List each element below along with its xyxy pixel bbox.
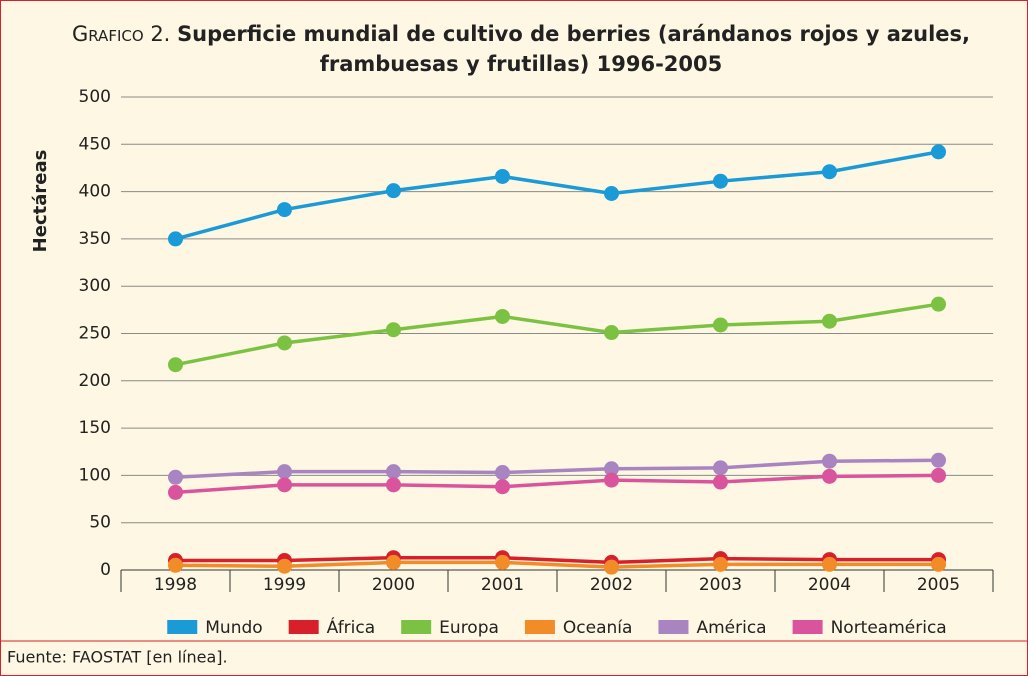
series-line: [175, 560, 939, 569]
x-tick-label: 2000: [372, 575, 415, 595]
data-point: [604, 325, 619, 341]
series-line: [175, 473, 939, 495]
y-tick-label: 150: [79, 418, 111, 438]
y-tick-label: 100: [79, 465, 111, 485]
legend-label: Oceanía: [563, 618, 633, 638]
data-point: [168, 231, 183, 247]
legend-swatch: [792, 620, 823, 634]
data-point: [931, 452, 946, 468]
title-text: Superficie mundial de cultivo de berries…: [177, 22, 971, 76]
data-point: [822, 313, 837, 329]
data-point: [931, 556, 946, 572]
data-point: [386, 464, 401, 480]
legend-swatch: [167, 620, 198, 634]
data-point: [495, 168, 510, 184]
x-tick-label: 1998: [154, 575, 197, 595]
data-point: [604, 185, 619, 201]
y-axis-label: Hectáreas: [30, 150, 51, 253]
data-point: [386, 477, 401, 493]
data-point: [931, 467, 946, 483]
data-point: [604, 472, 619, 488]
data-point: [713, 460, 728, 476]
data-point: [386, 554, 401, 570]
x-tick-label: 2005: [917, 575, 960, 595]
data-point: [495, 308, 510, 324]
x-tick-label: 2004: [808, 575, 851, 595]
data-point: [713, 474, 728, 490]
data-point: [822, 556, 837, 572]
data-point: [277, 464, 292, 480]
x-tick-label: 2001: [481, 575, 524, 595]
legend-label: Europa: [439, 618, 499, 638]
data-point: [713, 173, 728, 189]
data-point: [713, 317, 728, 333]
y-tick-label: 350: [79, 229, 111, 249]
data-point: [168, 557, 183, 573]
data-point: [604, 461, 619, 477]
data-point: [168, 469, 183, 485]
data-point: [495, 479, 510, 495]
data-point: [277, 477, 292, 493]
y-tick-label: 400: [79, 182, 111, 202]
x-tick-label: 2002: [590, 575, 633, 595]
data-point: [931, 296, 946, 312]
y-tick-label: 450: [79, 134, 111, 154]
series-line: [175, 302, 939, 367]
y-tick-label: 0: [100, 560, 111, 580]
legend-swatch: [288, 620, 319, 634]
data-point: [168, 357, 183, 373]
data-point: [495, 465, 510, 481]
data-point: [931, 144, 946, 160]
source: Fuente: FAOSTAT [en línea].: [7, 648, 228, 667]
data-point: [822, 164, 837, 180]
data-point: [386, 322, 401, 338]
data-point: [713, 556, 728, 572]
y-tick-label: 250: [79, 324, 111, 344]
series-line: [175, 150, 939, 241]
x-tick-label: 2003: [699, 575, 742, 595]
data-point: [604, 559, 619, 575]
legend-swatch: [401, 620, 432, 634]
data-point: [386, 183, 401, 199]
y-tick-label: 500: [79, 87, 111, 107]
figure-label: Grafico 2.: [71, 22, 171, 46]
data-point: [822, 468, 837, 484]
data-point: [168, 484, 183, 500]
series-line: [175, 458, 939, 480]
data-point: [277, 558, 292, 574]
legend-swatch: [524, 620, 555, 634]
legend-label: Mundo: [205, 618, 262, 638]
legend-swatch: [658, 620, 689, 634]
x-tick-label: 1999: [263, 575, 306, 595]
y-tick-label: 300: [79, 276, 111, 296]
y-tick-label: 50: [89, 513, 111, 533]
legend-label: Norteamérica: [831, 618, 947, 638]
data-point: [822, 453, 837, 469]
legend-label: América: [696, 618, 766, 638]
data-point: [277, 335, 292, 351]
y-tick-label: 200: [79, 371, 111, 391]
data-point: [277, 202, 292, 218]
data-point: [495, 554, 510, 570]
legend-label: África: [327, 616, 376, 638]
series-line: [175, 555, 939, 565]
chart-title: Grafico 2. Superficie mundial de cultivo…: [61, 19, 981, 79]
